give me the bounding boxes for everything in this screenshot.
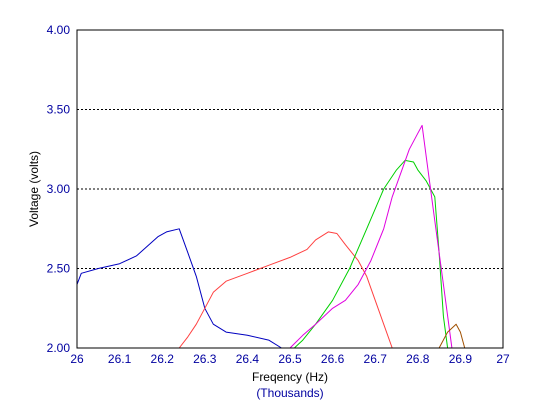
plot-area-frame (76, 29, 504, 349)
series-line-1 (76, 228, 282, 349)
x-tick-label: 26.8 (406, 352, 430, 366)
x-tick-label: 27 (496, 352, 510, 366)
x-tick-label: 26.4 (236, 352, 260, 366)
series-lines (76, 124, 466, 349)
series-line-4 (289, 124, 453, 349)
x-tick-label: 26.2 (151, 352, 175, 366)
x-tick-label: 26.1 (108, 352, 132, 366)
y-tick-label: 2.00 (47, 341, 71, 355)
x-tick-label: 26 (70, 352, 84, 366)
y-tick-label: 3.00 (47, 182, 71, 196)
y-tick-label: 3.50 (47, 103, 71, 117)
gridlines (77, 109, 503, 269)
series-line-3 (293, 159, 449, 349)
y-tick-label: 4.00 (47, 23, 71, 37)
x-tick-label: 26.6 (321, 352, 345, 366)
x-axis-unit-label: (Thousands) (256, 386, 323, 400)
y-axis-label: Voltage (volts) (27, 151, 41, 227)
x-tick-label: 26.5 (278, 352, 302, 366)
tick-labels: 2.00 2.50 3.00 3.50 4.00 26 26.1 26.2 26.3 26.4 26… (47, 23, 510, 366)
x-tick-label: 26.7 (364, 352, 388, 366)
x-axis-label: Freqency (Hz) (252, 370, 328, 384)
x-tick-label: 26.3 (193, 352, 217, 366)
y-tick-label: 2.50 (47, 262, 71, 276)
series-line-5 (438, 323, 466, 349)
x-tick-label: 26.9 (449, 352, 473, 366)
series-line-2 (178, 231, 393, 349)
